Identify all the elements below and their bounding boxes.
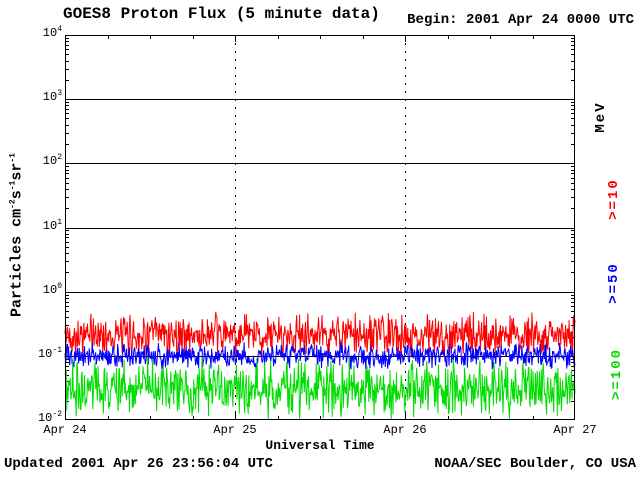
y-tick-label: 100	[42, 281, 62, 297]
y-tick-label: 102	[42, 153, 62, 169]
series-lines	[64, 311, 576, 420]
y-tick-label: 104	[42, 25, 62, 41]
y-tick-label: 101	[42, 217, 62, 233]
legend-units-label: MeV	[593, 101, 609, 133]
chart-title: GOES8 Proton Flux (5 minute data)	[63, 5, 380, 23]
legend-entry-ge10: >=10	[606, 178, 622, 220]
x-axis-title: Universal Time	[265, 438, 375, 453]
y-tick-label: 10-1	[37, 345, 62, 361]
credit: NOAA/SEC Boulder, CO USA	[434, 456, 636, 472]
x-tick-label: Apr 26	[383, 423, 427, 437]
y-tick-label: 103	[42, 89, 62, 105]
legend-entry-ge100: >=100	[609, 347, 625, 401]
gridlines	[65, 35, 575, 420]
plot-border	[65, 35, 575, 420]
x-tick-label: Apr 24	[43, 423, 87, 437]
begin-timestamp: Begin: 2001 Apr 24 0000 UTC	[407, 12, 634, 28]
x-tick-label: Apr 27	[553, 423, 597, 437]
legend-entry-ge50: >=50	[606, 262, 622, 304]
series-line-100	[64, 356, 576, 420]
axis-ticks	[65, 35, 575, 420]
x-tick-label: Apr 25	[213, 423, 257, 437]
series-line-10	[64, 311, 576, 359]
updated-timestamp: Updated 2001 Apr 26 23:56:04 UTC	[4, 456, 273, 472]
series-line-50	[64, 341, 576, 371]
y-tick-label: 10-2	[37, 410, 62, 426]
